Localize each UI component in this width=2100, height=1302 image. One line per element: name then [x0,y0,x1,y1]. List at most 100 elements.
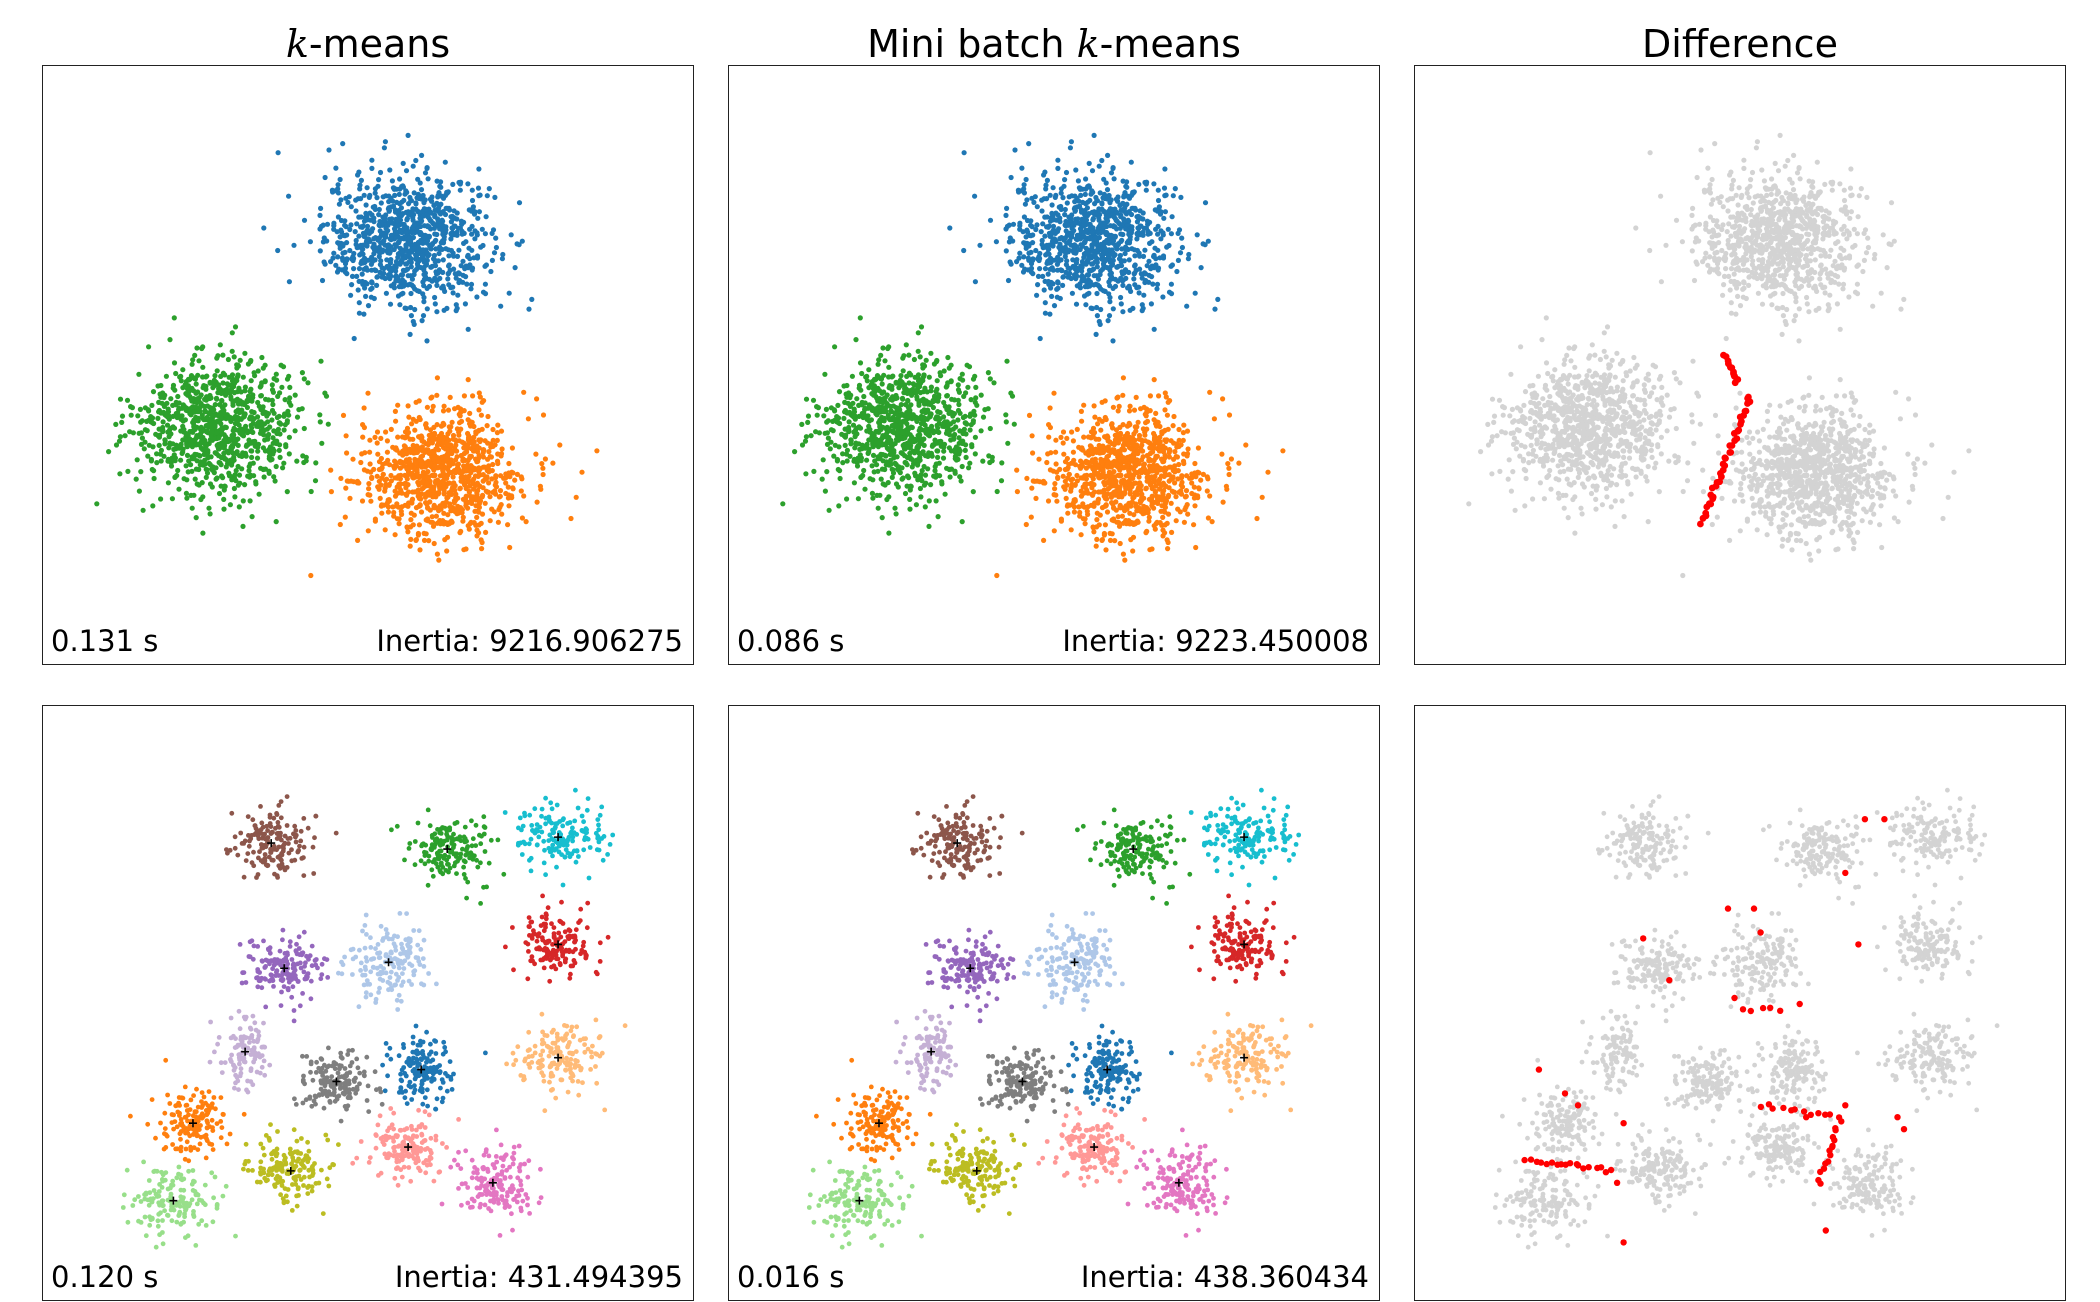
scatter-point [474,533,480,539]
scatter-point [1075,216,1081,222]
scatter-point [882,358,888,364]
scatter-point [1215,296,1221,302]
scatter-point [409,230,415,236]
scatter-point [206,417,212,423]
scatter-point [1057,466,1063,472]
scatter-point [390,504,396,510]
scatter-point [950,413,956,419]
scatter-point [194,400,200,406]
scatter-point [301,217,308,223]
scatter-point [893,405,899,411]
scatter-point [233,478,239,484]
scatter-point [1140,253,1147,259]
scatter-point [1071,504,1077,510]
scatter-point [449,486,455,492]
scatter-point [926,498,932,504]
scatter-point [1092,235,1098,241]
scatter-point [1106,213,1112,219]
scatter-point [434,392,440,398]
scatter-point [189,468,195,474]
scatter-point [351,266,357,272]
scatter-point [239,407,245,413]
inertia-label: Inertia: 9216.906275 [376,624,683,658]
scatter-point [376,459,383,465]
scatter-point [430,487,437,493]
scatter-point [467,262,473,268]
scatter-point [1265,469,1271,475]
scatter-point [1004,223,1011,229]
scatter-point [418,193,425,199]
scatter-point [335,254,341,260]
scatter-point [463,496,469,502]
scatter-point [485,440,491,446]
scatter-point [419,460,425,466]
scatter-point [338,197,344,203]
scatter-point [1179,473,1185,479]
scatter-point [1049,210,1055,216]
scatter-point [850,400,856,406]
scatter-point [271,448,277,454]
scatter-point [1161,215,1167,221]
scatter-point [951,419,957,425]
scatter-point [1034,204,1040,210]
scatter-point [972,279,978,285]
scatter-point [1102,245,1108,251]
scatter-point [188,440,194,446]
scatter-point [408,536,414,542]
scatter-point [1103,180,1109,186]
scatter-point [1148,301,1154,307]
scatter-point [394,475,400,481]
scatter-point [1136,290,1142,296]
scatter-point [419,486,425,492]
scatter-point [886,462,892,468]
scatter-point [1062,222,1068,228]
scatter-point [472,236,478,242]
scatter-point [1094,290,1100,297]
scatter-point [919,408,925,415]
scatter-point [1033,226,1039,233]
scatter-point [922,472,929,478]
scatter-point [1085,490,1091,496]
scatter-point [364,267,370,273]
scatter-point [1126,257,1132,263]
scatter-point [879,515,885,521]
scatter-point [1060,282,1066,288]
scatter-point [398,205,404,211]
scatter-point [420,235,426,241]
scatter-point [493,244,499,251]
scatter-point [384,476,390,482]
scatter-point [1168,291,1175,297]
scatter-point [479,399,485,405]
scatter-point [884,401,890,407]
scatter-point [154,460,160,466]
scatter-point [568,515,574,522]
scatter-point [413,505,420,511]
scatter-point [893,379,899,385]
scatter-point [191,409,197,415]
scatter-point [445,521,451,527]
scatter-point [908,483,914,489]
scatter-point [474,449,481,455]
scatter-point [1123,275,1129,281]
scatter-point [918,472,924,478]
scatter-point [375,274,381,280]
scatter-point [437,503,443,509]
scatter-point [1142,247,1148,253]
scatter-point [441,403,447,409]
scatter-point [1098,268,1104,274]
scatter-point [348,204,354,210]
scatter-point [1004,205,1010,211]
scatter-point [1154,281,1161,287]
scatter-point [424,306,430,312]
scatter-point [1120,375,1126,381]
scatter-point [453,491,459,497]
scatter-point [116,438,123,444]
scatter-point [171,315,177,321]
scatter-point [450,290,456,296]
scatter-point [1042,169,1048,175]
scatter-point [846,419,852,425]
scatter-point [1083,176,1089,182]
scatter-point [317,212,323,218]
scatter-point [499,446,505,452]
scatter-point [955,397,961,403]
